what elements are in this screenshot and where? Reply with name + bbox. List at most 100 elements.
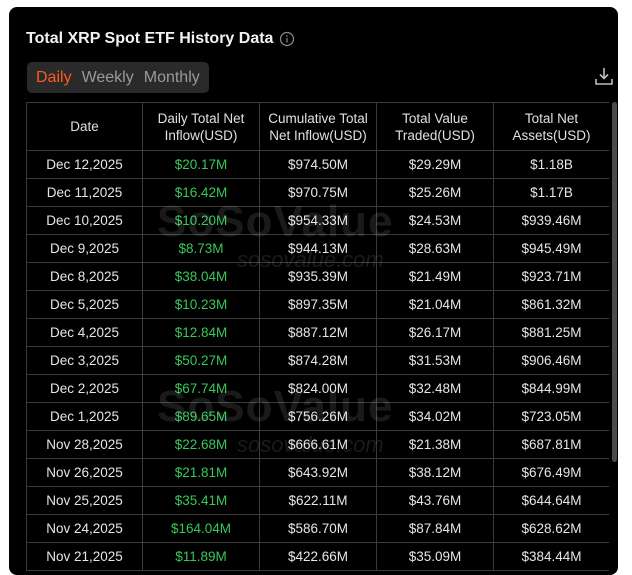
- value-traded-cell: $43.76M: [376, 486, 494, 515]
- date-cell: Dec 11,2025: [26, 178, 143, 207]
- cumulative-net-inflow-cell: $935.39M: [259, 262, 377, 291]
- column-header[interactable]: Daily Total Net Inflow(USD): [142, 102, 260, 151]
- value-traded-cell: $38.12M: [376, 458, 494, 487]
- etf-history-panel: Total XRP Spot ETF History Data Daily We…: [9, 7, 618, 575]
- net-assets-cell: $1.17B: [493, 178, 609, 207]
- daily-net-inflow-cell: $35.41M: [142, 486, 260, 515]
- daily-net-inflow-cell: $67.74M: [142, 374, 260, 403]
- date-cell: Dec 8,2025: [26, 262, 143, 291]
- net-assets-cell: $906.46M: [493, 346, 609, 375]
- download-icon[interactable]: [593, 65, 615, 87]
- title-row: Total XRP Spot ETF History Data: [26, 27, 295, 51]
- net-assets-cell: $384.44M: [493, 542, 609, 571]
- tab-monthly[interactable]: Monthly: [143, 68, 200, 86]
- column-header[interactable]: Total Value Traded(USD): [376, 102, 494, 151]
- value-traded-cell: $29.29M: [376, 150, 494, 179]
- panel-title: Total XRP Spot ETF History Data: [26, 30, 274, 47]
- etf-history-table: Date Daily Total Net Inflow(USD) Cumulat…: [26, 102, 609, 571]
- net-assets-cell: $1.18B: [493, 150, 609, 179]
- net-assets-cell: $945.49M: [493, 234, 609, 263]
- date-cell: Nov 26,2025: [26, 458, 143, 487]
- table-row: Dec 10,2025 $10.20M $954.33M $24.53M $939.46…: [26, 206, 609, 235]
- cumulative-net-inflow-cell: $824.00M: [259, 374, 377, 403]
- value-traded-cell: $21.49M: [376, 262, 494, 291]
- date-cell: Nov 21,2025: [26, 542, 143, 571]
- table-row: Dec 12,2025 $20.17M $974.50M $29.29M $1.18B: [26, 150, 609, 179]
- daily-net-inflow-cell: $164.04M: [142, 514, 260, 543]
- daily-net-inflow-cell: $8.73M: [142, 234, 260, 263]
- table-row: Nov 26,2025 $21.81M $643.92M $38.12M $676.49…: [26, 458, 609, 487]
- value-traded-cell: $35.09M: [376, 542, 494, 571]
- cumulative-net-inflow-cell: $586.70M: [259, 514, 377, 543]
- value-traded-cell: $24.53M: [376, 206, 494, 235]
- table-row: Dec 11,2025 $16.42M $970.75M $25.26M $1.17B: [26, 178, 609, 207]
- table-row: Dec 4,2025 $12.84M $887.12M $26.17M $881.25M: [26, 318, 609, 347]
- daily-net-inflow-cell: $21.81M: [142, 458, 260, 487]
- cumulative-net-inflow-cell: $954.33M: [259, 206, 377, 235]
- net-assets-cell: $881.25M: [493, 318, 609, 347]
- value-traded-cell: $87.84M: [376, 514, 494, 543]
- date-cell: Dec 9,2025: [26, 234, 143, 263]
- value-traded-cell: $26.17M: [376, 318, 494, 347]
- tab-weekly[interactable]: Weekly: [81, 68, 134, 86]
- date-cell: Dec 4,2025: [26, 318, 143, 347]
- cumulative-net-inflow-cell: $944.13M: [259, 234, 377, 263]
- date-cell: Dec 2,2025: [26, 374, 143, 403]
- table-row: Dec 3,2025 $50.27M $874.28M $31.53M $906.46M: [26, 346, 609, 375]
- date-cell: Dec 12,2025: [26, 150, 143, 179]
- cumulative-net-inflow-cell: $666.61M: [259, 430, 377, 459]
- table-body: Dec 12,2025 $20.17M $974.50M $29.29M $1.18B D…: [26, 150, 609, 571]
- value-traded-cell: $32.48M: [376, 374, 494, 403]
- cumulative-net-inflow-cell: $887.12M: [259, 318, 377, 347]
- net-assets-cell: $628.62M: [493, 514, 609, 543]
- value-traded-cell: $31.53M: [376, 346, 494, 375]
- daily-net-inflow-cell: $10.20M: [142, 206, 260, 235]
- date-cell: Nov 24,2025: [26, 514, 143, 543]
- column-header[interactable]: Date: [26, 102, 143, 151]
- value-traded-cell: $25.26M: [376, 178, 494, 207]
- daily-net-inflow-cell: $10.23M: [142, 290, 260, 319]
- cumulative-net-inflow-cell: $874.28M: [259, 346, 377, 375]
- net-assets-cell: $644.64M: [493, 486, 609, 515]
- date-cell: Nov 28,2025: [26, 430, 143, 459]
- net-assets-cell: $861.32M: [493, 290, 609, 319]
- table-row: Dec 5,2025 $10.23M $897.35M $21.04M $861.32M: [26, 290, 609, 319]
- column-header[interactable]: Cumulative Total Net Inflow(USD): [259, 102, 377, 151]
- value-traded-cell: $34.02M: [376, 402, 494, 431]
- daily-net-inflow-cell: $20.17M: [142, 150, 260, 179]
- cumulative-net-inflow-cell: $422.66M: [259, 542, 377, 571]
- table-container: Date Daily Total Net Inflow(USD) Cumulat…: [26, 102, 609, 575]
- period-tabs: Daily Weekly Monthly: [27, 62, 209, 93]
- cumulative-net-inflow-cell: $974.50M: [259, 150, 377, 179]
- daily-net-inflow-cell: $16.42M: [142, 178, 260, 207]
- value-traded-cell: $21.38M: [376, 430, 494, 459]
- daily-net-inflow-cell: $38.04M: [142, 262, 260, 291]
- table-row: Dec 9,2025 $8.73M $944.13M $28.63M $945.49M: [26, 234, 609, 263]
- date-cell: Dec 1,2025: [26, 402, 143, 431]
- value-traded-cell: $21.04M: [376, 290, 494, 319]
- table-row: Dec 2,2025 $67.74M $824.00M $32.48M $844.99M: [26, 374, 609, 403]
- net-assets-cell: $687.81M: [493, 430, 609, 459]
- daily-net-inflow-cell: $11.89M: [142, 542, 260, 571]
- net-assets-cell: $923.71M: [493, 262, 609, 291]
- vertical-scrollbar[interactable]: [612, 102, 617, 462]
- table-row: Nov 21,2025 $11.89M $422.66M $35.09M $384.44…: [26, 542, 609, 571]
- table-row: Nov 24,2025 $164.04M $586.70M $87.84M $628.6…: [26, 514, 609, 543]
- daily-net-inflow-cell: $89.65M: [142, 402, 260, 431]
- date-cell: Dec 3,2025: [26, 346, 143, 375]
- tab-daily[interactable]: Daily: [36, 68, 72, 86]
- net-assets-cell: $676.49M: [493, 458, 609, 487]
- table-row: Dec 8,2025 $38.04M $935.39M $21.49M $923.71M: [26, 262, 609, 291]
- net-assets-cell: $939.46M: [493, 206, 609, 235]
- cumulative-net-inflow-cell: $970.75M: [259, 178, 377, 207]
- table-row: Nov 28,2025 $22.68M $666.61M $21.38M $687.81…: [26, 430, 609, 459]
- info-icon[interactable]: [279, 31, 295, 47]
- cumulative-net-inflow-cell: $897.35M: [259, 290, 377, 319]
- value-traded-cell: $28.63M: [376, 234, 494, 263]
- net-assets-cell: $844.99M: [493, 374, 609, 403]
- table-row: Dec 1,2025 $89.65M $756.26M $34.02M $723.05M: [26, 402, 609, 431]
- date-cell: Dec 5,2025: [26, 290, 143, 319]
- daily-net-inflow-cell: $22.68M: [142, 430, 260, 459]
- column-header[interactable]: Total Net Assets(USD): [493, 102, 609, 151]
- daily-net-inflow-cell: $50.27M: [142, 346, 260, 375]
